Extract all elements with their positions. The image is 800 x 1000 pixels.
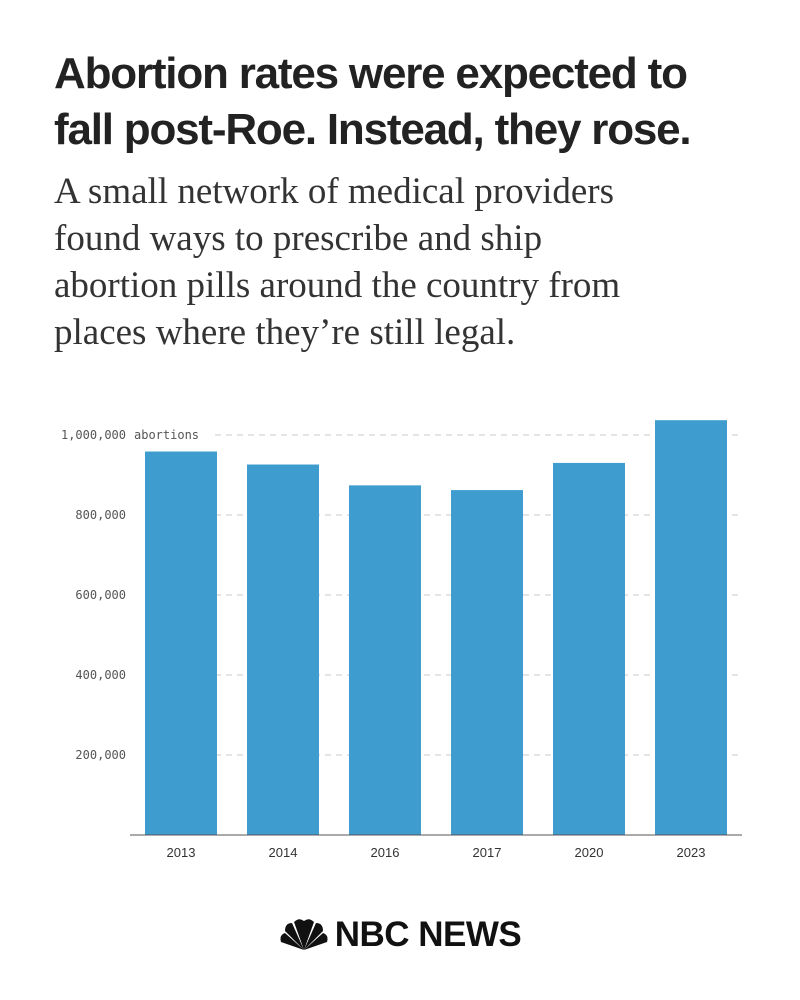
subheadline: A small network of medical providers fou… (54, 168, 774, 356)
y-tick-label: 200,000 (75, 748, 126, 762)
bar-2016 (349, 485, 421, 835)
subhead-line-2: found ways to prescribe and ship (54, 218, 543, 259)
bar-2017 (451, 490, 523, 835)
y-tick-label: 600,000 (75, 588, 126, 602)
brand-logo: NBC NEWS (0, 910, 800, 960)
headline: Abortion rates were expected to fall pos… (54, 46, 774, 158)
bar-2020 (553, 462, 625, 835)
bar-2014 (247, 464, 319, 835)
x-tick-label-2016: 2016 (371, 845, 400, 860)
subhead-line-3: abortion pills around the country from (54, 265, 621, 306)
bar-2013 (145, 451, 217, 835)
bars (145, 420, 727, 835)
headline-line-2: fall post-Roe. Instead, they rose. (54, 105, 692, 154)
headline-line-1: Abortion rates were expected to (54, 49, 688, 98)
x-tick-label-2017: 2017 (473, 845, 502, 860)
x-tick-label-2013: 2013 (167, 845, 196, 860)
y-tick-label: 1,000,000 (61, 428, 126, 442)
x-tick-label-2014: 2014 (269, 845, 298, 860)
y-tick-label: 400,000 (75, 668, 126, 682)
subhead-line-1: A small network of medical providers (54, 171, 615, 212)
y-tick-labels: 200,000 400,000 600,000 800,000 1,000,000 abo… (61, 428, 199, 762)
x-tick-label-2020: 2020 (575, 845, 604, 860)
x-tick-labels: 2013 2014 2016 2017 2020 2023 (167, 845, 706, 860)
bar-2023 (655, 420, 727, 835)
y-tick-label: 800,000 (75, 508, 126, 522)
bar-chart: 200,000 400,000 600,000 800,000 1,000,000 abo… (61, 420, 742, 860)
peacock-icon (280, 919, 328, 950)
brand-name: NBC NEWS (334, 915, 522, 954)
x-tick-label-2023: 2023 (677, 845, 706, 860)
y-unit-label: abortions (134, 428, 199, 442)
subhead-line-4: places where they’re still legal. (54, 312, 516, 353)
